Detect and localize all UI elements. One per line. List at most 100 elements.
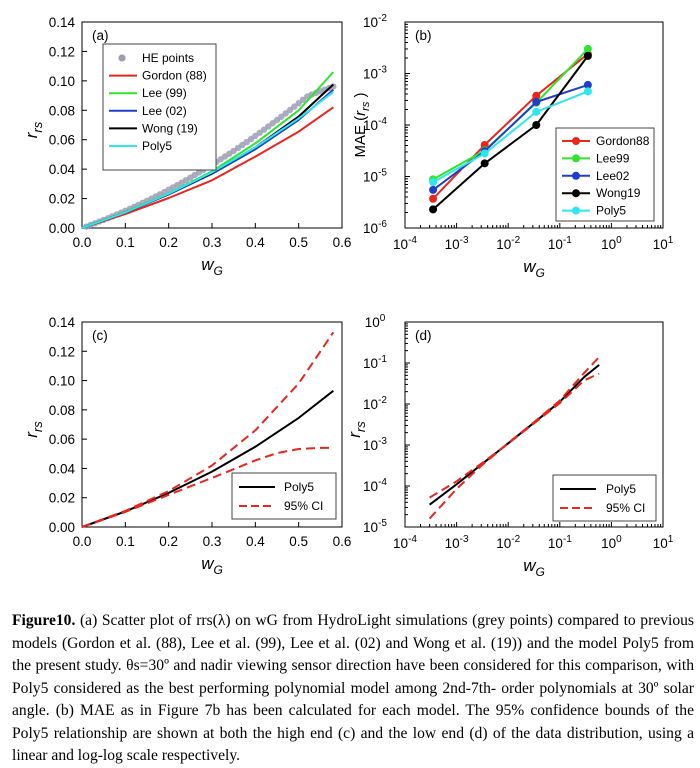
- he-point: [295, 100, 302, 107]
- panel-c-ytick-label: 0.08: [49, 403, 75, 418]
- legend-label: 95% CI: [606, 501, 645, 515]
- panel-a-ytick-label: 0.02: [49, 192, 75, 207]
- panel-a: (a) 0.0 0.1 0.2 0.3 0.4 0.5 0.6 0.00 0.02 0.04 0.06…: [22, 15, 351, 278]
- legend-label: Lee (02): [142, 104, 187, 118]
- legend-label: Poly5: [606, 482, 636, 496]
- panel-d-xtick-label: 100: [601, 534, 622, 551]
- legend-marker: [118, 54, 126, 62]
- legend-label: Wong (19): [142, 121, 198, 135]
- figure-panels: (a) 0.0 0.1 0.2 0.3 0.4 0.5 0.6 0.00 0.02 0.04 0.06…: [22, 13, 674, 579]
- panel-c-legend: Poly5 95% CI: [231, 472, 337, 520]
- panel-c-xtick-label: 0.4: [246, 534, 265, 549]
- panel-c-legend-box: [231, 472, 337, 520]
- panel-a-ytick-label: 0.10: [49, 74, 75, 89]
- panel-c-xtick-label: 0.3: [203, 534, 222, 549]
- series-poly5-point: [429, 178, 438, 187]
- panel-a-legend: HE points Gordon (88) Lee (99) Lee (02) Wong…: [102, 43, 217, 171]
- legend-marker: [572, 206, 580, 215]
- legend-marker: [572, 154, 580, 163]
- series-lee02-point: [583, 80, 592, 89]
- panel-d-frame: [404, 321, 664, 528]
- legend-label: Gordon88: [596, 134, 650, 148]
- series-wong19: [432, 55, 589, 211]
- panel-c-xtick-label: 0.0: [73, 534, 92, 549]
- panel-d-xtick-label: 10-1: [548, 534, 572, 551]
- series-gordon88-point: [532, 91, 541, 100]
- panel-c-ytick-label: 0.14: [49, 315, 76, 330]
- panel-c: (c) 0.0 0.1 0.2 0.3 0.4 0.5 0.6 0.00 0.02 0.04 0.06…: [22, 315, 351, 577]
- he-point: [286, 106, 294, 114]
- caption-label: Figure10.: [12, 612, 76, 629]
- panel-b-xtick-label: 10-2: [496, 235, 520, 252]
- series-poly5-point: [480, 149, 489, 158]
- series-poly5: [428, 364, 600, 506]
- panel-b-ytick-label: 10-5: [363, 168, 387, 185]
- legend-label: Poly5: [596, 204, 626, 218]
- he-point: [291, 103, 298, 110]
- panel-c-ylabel-text: rrs: [22, 421, 45, 438]
- he-point: [278, 113, 285, 120]
- panel-a-ylabel-text: rrs: [22, 121, 45, 138]
- series-gordon-88-: [81, 106, 334, 229]
- series-poly5-point: [532, 107, 541, 116]
- panel-c-ytick-label: 0.06: [49, 432, 75, 447]
- panel-c-xtick-label: 0.5: [289, 534, 308, 549]
- panel-c-ytick-label: 0.04: [49, 461, 76, 476]
- panel-d-legend: Poly5 95% CI: [552, 474, 657, 522]
- panel-b-ytick-label: 10-4: [363, 116, 387, 133]
- he-point: [282, 110, 289, 117]
- panel-b: (b) 10-4 10-3 10-2 10-1 100 101 10-6 10-5 10-4 10-…: [352, 13, 674, 280]
- legend-label: Lee99: [596, 151, 630, 165]
- panel-d-xtick-label: 10-2: [496, 534, 520, 551]
- panel-a-legend-box: [102, 43, 217, 171]
- series-poly5-point: [583, 87, 592, 96]
- panel-c-ytick-label: 0.12: [49, 344, 75, 359]
- legend-label: Lee02: [596, 169, 630, 183]
- series-wong19-point: [480, 159, 489, 168]
- panel-c-xtick-label: 0.2: [159, 534, 178, 549]
- series-wong19-point: [429, 205, 438, 214]
- panel-c-xlabel: wG: [201, 554, 223, 577]
- panel-c-ylabel: rrs: [22, 421, 45, 438]
- panel-b-xtick-label: 10-3: [445, 235, 469, 252]
- legend-marker: [572, 137, 580, 145]
- panel-b-xlabel: wG: [523, 257, 545, 280]
- panel-a-ytick-label: 0.06: [49, 133, 75, 148]
- panel-a-ylabel: rrs: [22, 121, 45, 138]
- panel-d: (d) 10-4 10-3 10-2 10-1 100 101 10-5 10-4 10-3 10-…: [345, 313, 674, 579]
- panel-b-xtick-label: 10-1: [548, 235, 572, 252]
- series-95-ci-upper: [81, 446, 334, 528]
- he-point: [299, 96, 307, 104]
- panel-d-ytick-label: 10-3: [363, 436, 387, 453]
- series-lee99-point: [583, 44, 592, 53]
- panel-d-ytick-label: 10-4: [363, 477, 387, 494]
- panel-d-ytick-label: 10-2: [363, 395, 387, 412]
- panel-d-xtick-label: 101: [653, 534, 674, 551]
- panel-a-xlabel: wG: [201, 255, 223, 278]
- panel-d-xlabel: wG: [523, 556, 545, 579]
- panel-a-xtick-label: 0.1: [116, 235, 135, 250]
- panel-b-xtick-label: 10-4: [393, 235, 417, 252]
- panel-a-xtick-label: 0.5: [289, 235, 308, 250]
- series-poly5: [81, 91, 334, 229]
- panel-b-ytick-label: 10-3: [363, 65, 387, 82]
- panel-a-ytick-label: 0.04: [49, 162, 76, 177]
- series-wong19-point: [532, 121, 541, 129]
- legend-label: Poly5: [284, 480, 314, 494]
- panel-c-ytick-label: 0.00: [49, 520, 75, 535]
- panel-d-ytick-label: 100: [365, 313, 386, 330]
- panel-a-xtick-label: 0.6: [333, 235, 352, 250]
- legend-label: Poly5: [142, 139, 172, 153]
- panel-d-ylabel: rrs: [345, 421, 368, 438]
- panel-d-xtick-label: 10-3: [445, 534, 469, 551]
- legend-label: HE points: [142, 51, 194, 65]
- series-gordon88-point: [480, 140, 489, 149]
- panel-a-label: (a): [92, 28, 109, 43]
- series-lee02-point: [532, 97, 541, 106]
- panel-a-xtick-label: 0.2: [159, 235, 178, 250]
- panel-c-ytick-label: 0.02: [49, 491, 75, 506]
- series-95-ci: [429, 372, 600, 499]
- panel-d-ytick-label: 10-5: [363, 518, 387, 535]
- series-95-ci-lower: [428, 356, 600, 520]
- legend-label: Lee (99): [142, 86, 187, 100]
